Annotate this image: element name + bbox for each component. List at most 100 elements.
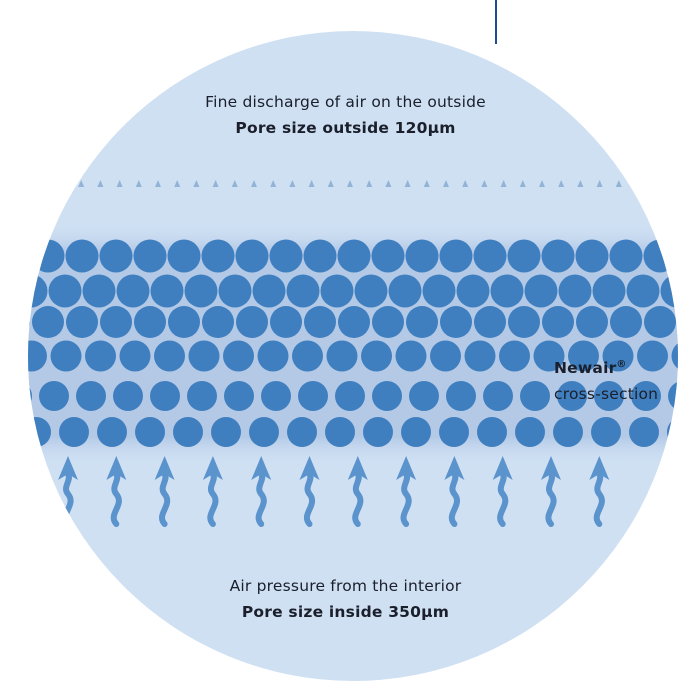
tick-icon — [327, 180, 334, 187]
bubble-icon — [154, 340, 185, 372]
air-arrow-icon — [396, 456, 417, 527]
bubble-icon — [372, 381, 402, 411]
bubble-icon — [28, 274, 48, 308]
tick-icon — [97, 180, 104, 187]
bubble-icon — [303, 239, 337, 273]
bubble-icon — [557, 381, 587, 411]
tick-icon — [270, 180, 277, 187]
bubble-icon — [28, 417, 51, 447]
bubble-icon — [113, 381, 143, 411]
tick-icon — [308, 180, 315, 187]
bubble-icon — [520, 381, 550, 411]
bubble-icon — [100, 306, 132, 338]
bubble-icon — [626, 274, 660, 308]
tick-icon — [385, 180, 392, 187]
bubble-icon — [223, 340, 254, 372]
bubble-icon — [167, 239, 201, 273]
bubble-icon — [499, 340, 530, 372]
bubble-icon — [446, 381, 476, 411]
bubble-icon — [541, 239, 575, 273]
air-arrow-icon — [347, 456, 368, 527]
tick-icon — [500, 180, 507, 187]
bubble-icon — [629, 417, 659, 447]
bubble-icon — [490, 274, 524, 308]
bubble-icon — [337, 239, 371, 273]
tick-icon — [558, 180, 565, 187]
tick-icon — [347, 180, 353, 187]
bubble-icon — [508, 306, 540, 338]
bubble-icon — [202, 306, 234, 338]
bubble-icon — [609, 239, 643, 273]
bubble-icon — [211, 417, 241, 447]
tick-icon — [59, 180, 65, 187]
bubble-icon — [119, 340, 151, 372]
tick-icon — [443, 180, 449, 187]
bubble-icon — [32, 306, 64, 338]
bubble-icon — [249, 417, 279, 447]
bubble-icon — [515, 417, 545, 447]
bubble-icon — [440, 306, 472, 338]
bubble-icon — [643, 239, 677, 273]
bubble-icon — [594, 381, 624, 411]
bubble-icon — [553, 417, 583, 447]
tick-icon — [577, 180, 584, 187]
bubble-icon — [602, 340, 634, 372]
bubble-icon — [66, 306, 98, 338]
air-arrow-icon — [589, 456, 610, 527]
tick-icon — [116, 180, 123, 187]
bubble-icon — [507, 239, 541, 273]
air-arrow-icon — [106, 456, 127, 527]
bubble-icon — [372, 306, 404, 338]
cross-section-title: Newair® — [554, 358, 627, 378]
bubble-icon — [116, 274, 150, 308]
bubble-icon — [568, 340, 599, 372]
bubble-icon — [354, 274, 388, 308]
tick-icon — [635, 180, 641, 187]
tick-icon — [212, 180, 219, 187]
bubble-icon — [320, 274, 354, 308]
tick-icon — [615, 180, 622, 187]
tick-icon — [481, 180, 488, 187]
bubble-icon — [542, 306, 574, 338]
bubble-icon — [184, 274, 218, 308]
bubble-icon — [150, 274, 184, 308]
bubble-icon — [371, 239, 405, 273]
bubble-icon — [252, 274, 286, 308]
bubble-icon — [65, 239, 99, 273]
bubble-icon — [439, 417, 469, 447]
cross-section-subtitle: cross-section — [554, 385, 659, 403]
bubble-icon — [31, 239, 65, 273]
tick-icon — [174, 180, 181, 187]
bubble-icon — [224, 381, 254, 411]
bubble-icon — [187, 381, 217, 411]
bubble-icon — [150, 381, 180, 411]
tick-icon — [519, 180, 526, 187]
tick-icon — [193, 180, 200, 187]
bubble-icon — [473, 239, 507, 273]
bubble-icon — [335, 381, 365, 411]
bubble-icon — [48, 274, 82, 308]
bubble-icon — [286, 274, 320, 308]
bubble-icon — [28, 381, 32, 411]
brand-name: Newair — [554, 359, 617, 377]
bubble-icon — [168, 306, 200, 338]
bubble-icon — [637, 340, 668, 372]
bubble-icon — [406, 306, 438, 338]
bubble-icon — [304, 306, 336, 338]
air-arrow-icon — [299, 456, 320, 527]
air-arrow-icon — [541, 456, 561, 527]
bubble-icon — [558, 274, 592, 308]
bubble-icon — [591, 417, 621, 447]
bubble-icon — [0, 417, 13, 447]
bubble-icon — [270, 306, 302, 338]
bubble-icon — [39, 381, 69, 411]
air-arrow-icon — [154, 456, 175, 527]
bubble-icon — [592, 274, 626, 308]
bubble-icon — [236, 306, 268, 338]
bubble-icon — [388, 274, 422, 308]
bubble-icon — [576, 306, 608, 338]
bubble-icon — [218, 274, 252, 308]
bubble-icon — [439, 239, 473, 273]
bubble-icon — [409, 381, 439, 411]
